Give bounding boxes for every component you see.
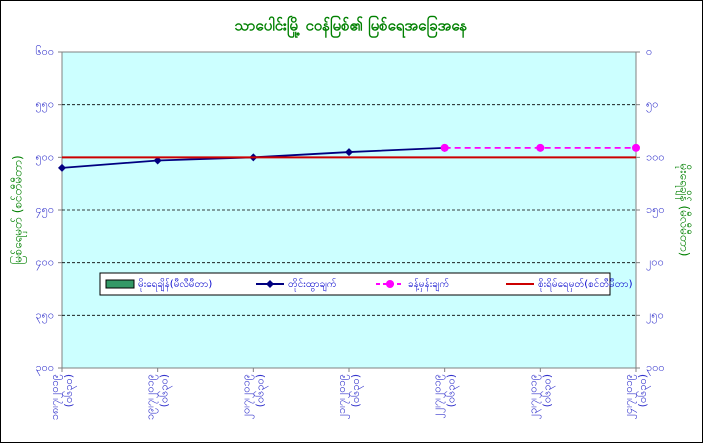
- y-tick-label: ၄၀၀: [35, 256, 54, 271]
- marker: [632, 143, 640, 152]
- x-tick-label: ၁၈၊၇၊၂၀၁၉(၀၆၃၀): [48, 374, 77, 420]
- x-tick-label: ၂၄၊၇၊၂၀၁၉(၀၆၃၀): [622, 374, 651, 419]
- y2-tick-label: ၁၅၀: [646, 203, 665, 218]
- legend-label: ခန့်မှန်းချက်: [408, 277, 449, 292]
- y-tick-label: ၄၅၀: [35, 203, 54, 218]
- y2-tick-label: ၃၀၀: [646, 361, 665, 376]
- y-axis-label: မြစ်ရေမှတ် (စင်တီမီတာ): [9, 155, 28, 264]
- x-tick-label: ၁၉၊၇၊၂၀၁၉(၀၆၃၀): [144, 374, 173, 420]
- marker: [536, 143, 545, 152]
- marker: [153, 156, 162, 165]
- y2-tick-label: ၂၀၀: [646, 256, 664, 271]
- legend-box: [99, 272, 611, 296]
- x-tick-label: ၂၂၊၇၊၂၀၁၉(၀၆၃၀): [431, 374, 460, 418]
- legend-marker: [266, 280, 274, 288]
- marker: [345, 148, 353, 157]
- y-tick-label: ၆၀၀: [35, 45, 54, 58]
- x-tick-label: ၂၀၊၇၊၂၀၁၉(၀၆၃၀): [239, 374, 268, 419]
- y2-tick-label: ၅၀: [646, 98, 658, 113]
- legend: မိုးရေချိန်(မီလီမီတာ) တိုင်းထွာချက် ခန့်မှ…: [99, 272, 633, 296]
- y-tick-label: ၃၀၀: [35, 361, 54, 376]
- legend-marker: [386, 280, 394, 288]
- legend-label: တိုင်းထွာချက်: [288, 277, 337, 292]
- marker: [58, 163, 66, 172]
- x-tick-label: ၂၃၊၇၊၂၀၁၉(၀၆၃၀): [526, 374, 555, 419]
- legend-swatch: [105, 279, 135, 289]
- legend-label: စိုးရိမ်ရေမှတ်(စင်တီမီတာ): [538, 277, 633, 292]
- y-tick-label: ၃၅၀: [35, 308, 54, 323]
- y2-tick-label: ၀: [646, 45, 652, 58]
- y2-tick-label: ၁၀၀: [646, 150, 665, 163]
- y-tick-label: ၅၅၀: [35, 98, 54, 113]
- y2-axis-label: မိုးရေချိန် (မီလီမီတာ): [675, 164, 693, 257]
- x-tick-label: ၂၁၊၇၊၂၀၁၉(၀၆၃၀): [335, 374, 364, 419]
- y2-tick-label: ၂၅၀: [646, 308, 664, 323]
- legend-label: မိုးရေချိန်(မီလီမီတာ): [138, 277, 212, 292]
- y-tick-label: ၅၀၀: [35, 150, 54, 165]
- marker: [440, 143, 449, 152]
